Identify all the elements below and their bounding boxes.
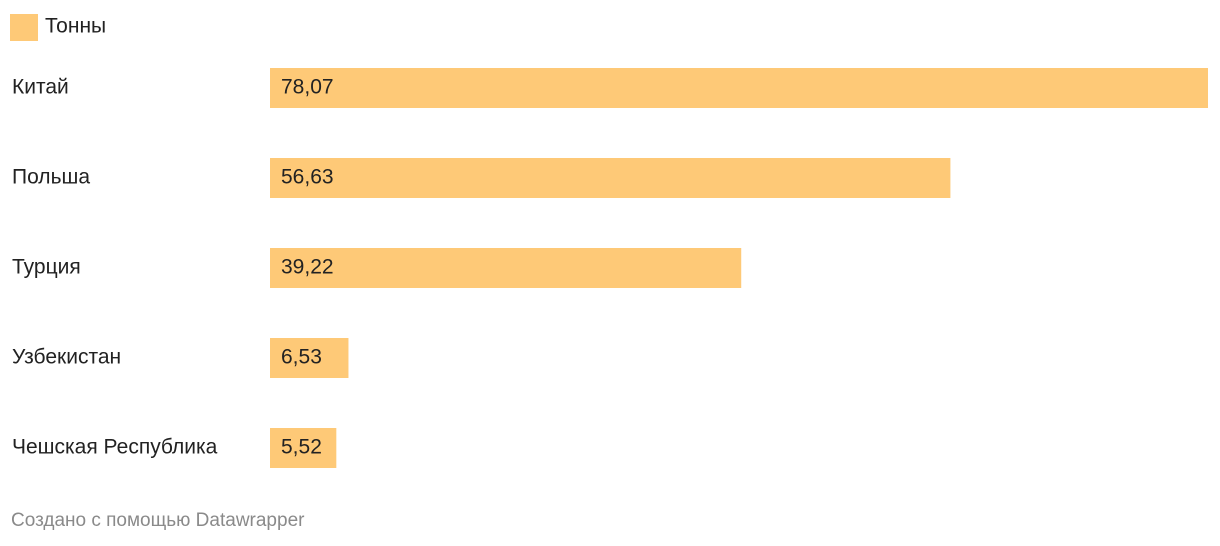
footer: Создано с помощью Datawrapper bbox=[11, 510, 305, 531]
bar bbox=[270, 338, 349, 378]
legend-label: Тонны bbox=[45, 15, 106, 38]
bar bbox=[270, 428, 337, 468]
value-label: 6,53 bbox=[281, 346, 322, 369]
value-label: 56,63 bbox=[281, 166, 334, 189]
category-label: Узбекистан bbox=[12, 346, 121, 369]
bar bbox=[270, 248, 742, 288]
bar bbox=[270, 158, 951, 198]
bar bbox=[270, 68, 1208, 108]
value-label: 78,07 bbox=[281, 76, 334, 99]
value-label: 39,22 bbox=[281, 256, 334, 279]
category-label: Чешская Республика bbox=[12, 436, 218, 459]
value-label: 5,52 bbox=[281, 436, 322, 459]
category-label: Польша bbox=[12, 166, 90, 189]
category-label: Китай bbox=[12, 76, 69, 99]
legend-swatch bbox=[10, 14, 38, 41]
category-label: Турция bbox=[12, 256, 81, 279]
